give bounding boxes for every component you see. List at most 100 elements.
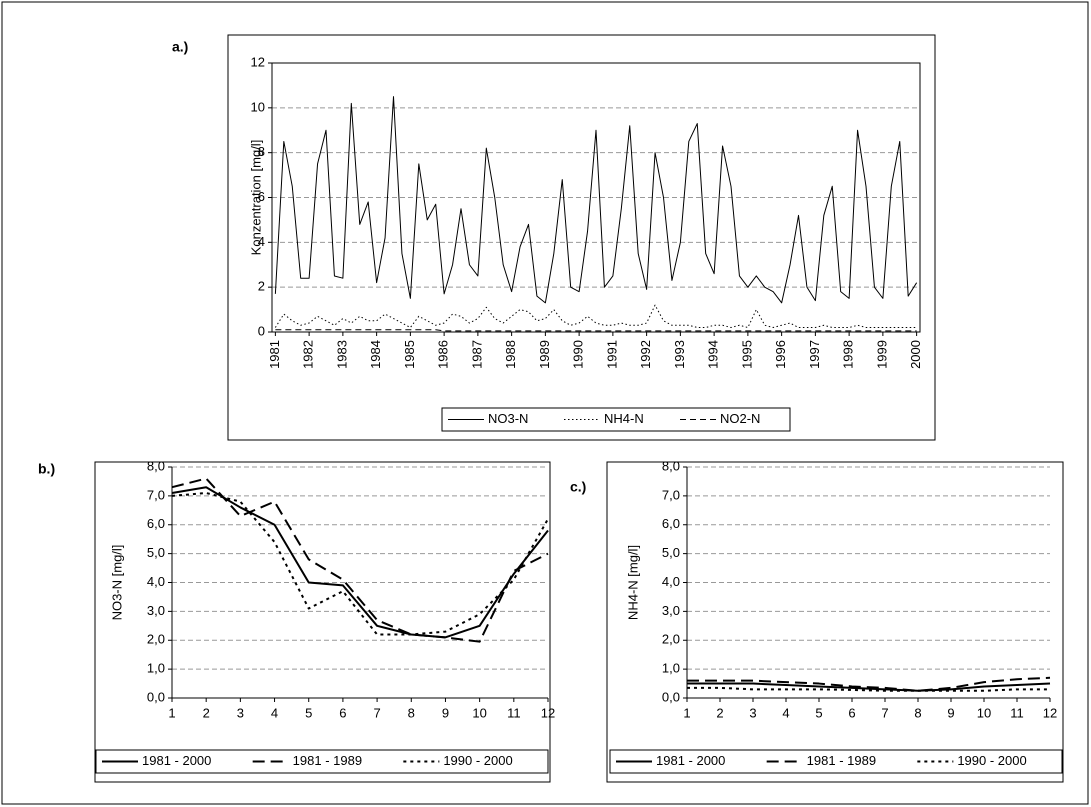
panel-label: a.) (172, 39, 188, 55)
data-line (687, 686, 1050, 692)
y-tick-label: 0 (258, 323, 265, 338)
y-axis-label: NH4-N [mg/l] (625, 545, 640, 620)
x-tick-label: 2 (203, 705, 210, 720)
legend-box (441, 407, 791, 432)
legend-box (95, 749, 549, 774)
data-line (171, 477, 549, 643)
legend-label: 1981 - 2000 (142, 753, 211, 768)
data-line (274, 96, 918, 304)
y-tick-label: 5,0 (147, 545, 165, 560)
y-tick-label: 3,0 (662, 603, 680, 618)
plot-frame (271, 62, 921, 333)
y-tick-label: 6 (258, 189, 265, 204)
y-tick-label: 6,0 (147, 516, 165, 531)
legend-box (609, 749, 1063, 774)
legend-label: 1981 - 1989 (293, 753, 362, 768)
x-tick-label: 1988 (503, 340, 518, 369)
x-tick-label: 1999 (874, 340, 889, 369)
x-tick-label: 10 (472, 705, 486, 720)
y-tick-label: 2 (258, 279, 265, 294)
x-tick-label: 3 (749, 705, 756, 720)
y-tick-label: 0,0 (147, 689, 165, 704)
y-tick-label: 8 (258, 144, 265, 159)
x-tick-label: 1996 (773, 340, 788, 369)
x-tick-label: 1987 (469, 340, 484, 369)
x-tick-label: 11 (507, 705, 521, 720)
x-tick-label: 3 (237, 705, 244, 720)
x-tick-label: 1982 (301, 340, 316, 369)
x-tick-label: 2 (716, 705, 723, 720)
y-tick-label: 4,0 (662, 574, 680, 589)
x-tick-label: 1998 (841, 340, 856, 369)
x-tick-label: 12 (1043, 705, 1057, 720)
x-tick-label: 1 (168, 705, 175, 720)
x-tick-label: 1983 (334, 340, 349, 369)
x-tick-label: 1985 (402, 340, 417, 369)
x-tick-label: 8 (408, 705, 415, 720)
legend-label: 1990 - 2000 (957, 753, 1026, 768)
y-tick-label: 12 (251, 54, 265, 69)
x-tick-label: 12 (541, 705, 555, 720)
data-line (687, 682, 1051, 692)
y-tick-label: 1,0 (662, 661, 680, 676)
x-tick-label: 8 (914, 705, 921, 720)
legend-label: NO2-N (720, 411, 760, 426)
x-tick-label: 1990 (571, 340, 586, 369)
y-tick-label: 4,0 (147, 574, 165, 589)
y-tick-label: 8,0 (662, 458, 680, 473)
y-axis-label: Konzentration [mg/l] (248, 140, 263, 256)
x-tick-label: 1997 (807, 340, 822, 369)
x-tick-label: 1995 (739, 340, 754, 369)
x-tick-label: 11 (1010, 705, 1024, 720)
data-line (171, 486, 549, 639)
x-tick-label: 6 (339, 705, 346, 720)
y-tick-label: 7,0 (662, 487, 680, 502)
x-tick-label: 5 (305, 705, 312, 720)
x-tick-label: 5 (815, 705, 822, 720)
x-tick-label: 9 (442, 705, 449, 720)
x-tick-label: 1994 (706, 340, 721, 369)
data-line (687, 676, 1051, 692)
chart-c-frame (606, 461, 1064, 783)
x-tick-label: 4 (271, 705, 278, 720)
x-tick-label: 1989 (537, 340, 552, 369)
y-tick-label: 7,0 (147, 487, 165, 502)
y-axis-label: NO3-N [mg/l] (109, 545, 124, 621)
y-tick-label: 10 (251, 99, 265, 114)
x-tick-label: 10 (977, 705, 991, 720)
y-tick-label: 3,0 (147, 603, 165, 618)
legend-label: 1990 - 2000 (443, 753, 512, 768)
panel-label: c.) (570, 479, 586, 495)
legend-label: NO3-N (488, 411, 528, 426)
x-tick-label: 1993 (672, 340, 687, 369)
x-tick-label: 9 (947, 705, 954, 720)
y-tick-label: 8,0 (147, 458, 165, 473)
y-tick-label: 5,0 (662, 545, 680, 560)
chart-a-frame (227, 34, 936, 441)
x-tick-label: 1 (683, 705, 690, 720)
x-tick-label: 1991 (604, 340, 619, 369)
data-line (275, 329, 917, 332)
x-tick-label: 6 (848, 705, 855, 720)
data-line (171, 491, 549, 636)
x-tick-label: 1984 (368, 340, 383, 369)
chart-b-frame (94, 461, 551, 783)
legend-label: 1981 - 1989 (807, 753, 876, 768)
y-tick-label: 2,0 (147, 632, 165, 647)
y-tick-label: 4 (258, 234, 265, 249)
x-tick-label: 1992 (638, 340, 653, 369)
x-tick-label: 1981 (267, 340, 282, 369)
panel-label: b.) (38, 461, 55, 477)
x-tick-label: 4 (782, 705, 789, 720)
y-tick-label: 1,0 (147, 661, 165, 676)
data-line (274, 304, 917, 329)
y-tick-label: 0,0 (662, 689, 680, 704)
x-tick-label: 2000 (908, 340, 923, 369)
legend-label: 1981 - 2000 (656, 753, 725, 768)
x-tick-label: 7 (373, 705, 380, 720)
x-tick-label: 1986 (436, 340, 451, 369)
y-tick-label: 6,0 (662, 516, 680, 531)
y-tick-label: 2,0 (662, 632, 680, 647)
